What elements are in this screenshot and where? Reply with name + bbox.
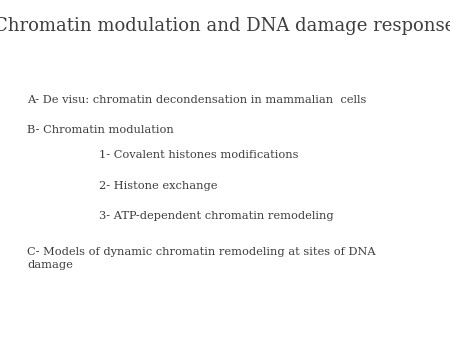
Text: Chromatin modulation and DNA damage response: Chromatin modulation and DNA damage resp…: [0, 17, 450, 35]
Text: 3- ATP-dependent chromatin remodeling: 3- ATP-dependent chromatin remodeling: [99, 211, 333, 221]
Text: B- Chromatin modulation: B- Chromatin modulation: [27, 125, 174, 135]
Text: C- Models of dynamic chromatin remodeling at sites of DNA
damage: C- Models of dynamic chromatin remodelin…: [27, 247, 376, 270]
Text: 2- Histone exchange: 2- Histone exchange: [99, 181, 217, 191]
Text: 1- Covalent histones modifications: 1- Covalent histones modifications: [99, 150, 298, 161]
Text: A- De visu: chromatin decondensation in mammalian  cells: A- De visu: chromatin decondensation in …: [27, 95, 366, 105]
